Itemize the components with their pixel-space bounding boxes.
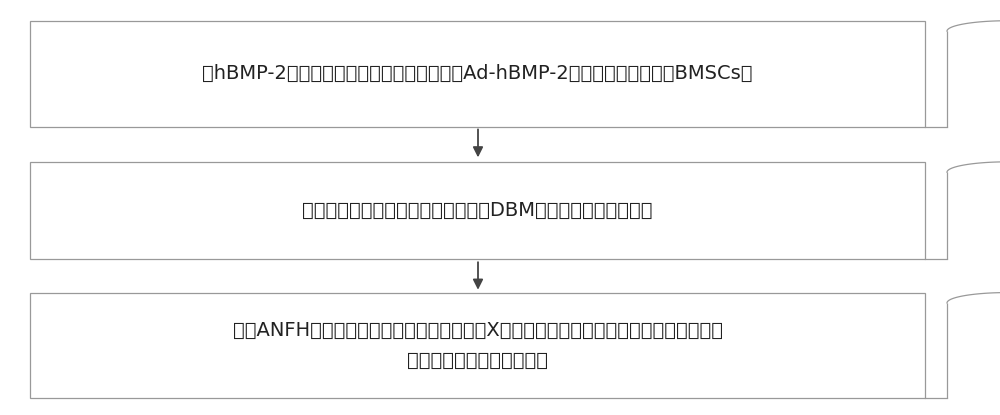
Bar xyxy=(30,162,925,259)
Text: 并将转染后的细胞与同种异体脱钙骨DBM支架材料在体外复合；: 并将转染后的细胞与同种异体脱钙骨DBM支架材料在体外复合； xyxy=(302,201,653,220)
Bar xyxy=(30,293,925,398)
Text: 植入ANFH的动物模型并对所修复股骨头进行X线、透射电镜、组织学、免疫组化分析（半
定量）及力学性能的检测。: 植入ANFH的动物模型并对所修复股骨头进行X线、透射电镜、组织学、免疫组化分析（… xyxy=(233,321,722,370)
Bar xyxy=(30,21,925,127)
Text: 将hBMP-2基因以重组缺陷型腺病毒表达载体Ad-hBMP-2转染骨髓基质干细胞BMSCs，: 将hBMP-2基因以重组缺陷型腺病毒表达载体Ad-hBMP-2转染骨髓基质干细胞… xyxy=(202,64,753,83)
